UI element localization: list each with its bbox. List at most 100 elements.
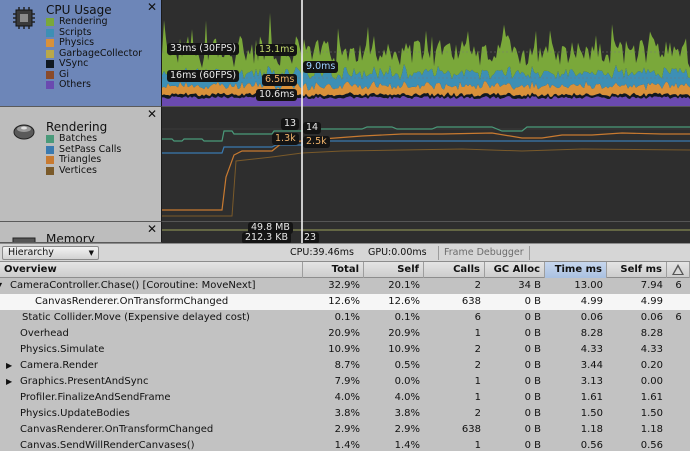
row-name: Physics.UpdateBodies: [20, 408, 130, 419]
expanded-arrow-icon[interactable]: ▼: [0, 278, 2, 294]
cpu-time-stat: CPU:39.46ms: [290, 247, 354, 258]
row-calls: 2: [474, 344, 481, 355]
column-header-self[interactable]: Self: [364, 262, 424, 278]
memory-module[interactable]: Memory ✕: [0, 222, 162, 243]
row-total: 7.9%: [334, 376, 360, 387]
row-self-ms: 8.28: [640, 328, 663, 339]
legend-item-batches[interactable]: Batches: [46, 133, 121, 145]
row-name-cell: ▶ Graphics.PresentAndSync: [0, 374, 303, 390]
legend-item-scripts[interactable]: Scripts: [46, 27, 142, 39]
row-name: Overhead: [20, 328, 69, 339]
frame-cursor[interactable]: [301, 0, 303, 243]
view-mode-dropdown[interactable]: Hierarchy ▼: [2, 246, 99, 260]
cpu-usage-graph[interactable]: 33ms (30FPS) 16ms (60FPS) 13.1ms 6.5ms 1…: [162, 0, 690, 107]
row-calls: 2: [474, 408, 481, 419]
table-row[interactable]: CanvasRenderer.OnTransformChanged 2.9% 2.9…: [0, 422, 690, 438]
triangles-line: [162, 132, 690, 211]
column-header-warnings[interactable]: [667, 262, 690, 278]
row-calls: 1: [474, 328, 481, 339]
row-self-ms: 1.61: [640, 392, 663, 403]
legend-item-setpass-calls[interactable]: SetPass Calls: [46, 144, 121, 156]
legend-item-vsync[interactable]: VSync: [46, 58, 142, 70]
table-row[interactable]: Overhead 20.9% 20.9% 1 0 B 8.28 8.28: [0, 326, 690, 342]
triangles-value-a: 1.3k: [272, 133, 299, 145]
close-icon[interactable]: ✕: [146, 107, 158, 121]
cpu-usage-module[interactable]: CPU Usage ✕ Rendering Scripts Physics Ga…: [0, 0, 162, 107]
frame-debugger-button[interactable]: Frame Debugger: [438, 246, 530, 260]
legend-swatch: [46, 145, 54, 154]
column-header-total[interactable]: Total: [303, 262, 364, 278]
table-row[interactable]: Canvas.SendWillRenderCanvases() 1.4% 1.4% 1…: [0, 438, 690, 451]
rendering-module[interactable]: Rendering ✕ Batches SetPass Calls Triang…: [0, 107, 162, 222]
row-warning-count: 6: [675, 312, 682, 323]
column-header-gc-alloc[interactable]: GC Alloc: [485, 262, 545, 278]
row-self: 2.9%: [394, 424, 420, 435]
column-header-calls[interactable]: Calls: [424, 262, 485, 278]
row-name-cell: ▼ CameraController.Chase() [Coroutine: Mo…: [0, 278, 303, 294]
table-row[interactable]: Profiler.FinalizeAndSendFrame 4.0% 4.0% 1 0 …: [0, 390, 690, 406]
rendering-graph[interactable]: 13 14 1.3k 2.5k: [162, 107, 690, 222]
row-total: 32.9%: [328, 280, 360, 291]
legend-swatch: [46, 156, 54, 165]
fps60-marker: 16ms (60FPS): [167, 70, 240, 82]
legend-item-vertices[interactable]: Vertices: [46, 165, 121, 177]
row-calls: 2: [474, 360, 481, 371]
table-row[interactable]: ▶ Camera.Render 8.7% 0.5% 2 0 B 3.44 0.20: [0, 358, 690, 374]
legend-item-physics[interactable]: Physics: [46, 37, 142, 49]
legend-item-triangles[interactable]: Triangles: [46, 154, 121, 166]
row-calls: 2: [474, 280, 481, 291]
chevron-down-icon: ▼: [88, 249, 94, 257]
rendering-value-tag: 13.1ms: [256, 44, 298, 56]
row-time-ms: 0.56: [580, 440, 603, 451]
collapsed-arrow-icon[interactable]: ▶: [6, 377, 13, 386]
row-name-cell: Canvas.SendWillRenderCanvases(): [0, 438, 303, 451]
row-time-ms: 3.44: [580, 360, 603, 371]
row-warning-count: [667, 390, 690, 406]
row-name: Profiler.FinalizeAndSendFrame: [20, 392, 171, 403]
table-row[interactable]: ▼ CameraController.Chase() [Coroutine: Mo…: [0, 278, 690, 294]
legend-item-others[interactable]: Others: [46, 79, 142, 91]
row-self: 0.1%: [394, 312, 420, 323]
row-warning-count: [667, 374, 690, 390]
row-self-ms: 4.99: [640, 296, 663, 307]
column-header-time-ms[interactable]: Time ms: [545, 262, 607, 278]
table-row[interactable]: Static Collider.Move (Expensive delayed …: [0, 310, 690, 326]
row-calls: 638: [461, 296, 481, 307]
row-name: Camera.Render: [20, 360, 99, 371]
memory-graph[interactable]: 49.8 MB 212.3 KB 23: [162, 222, 690, 243]
close-icon[interactable]: ✕: [146, 0, 158, 14]
row-time-ms: 3.13: [580, 376, 603, 387]
row-self: 20.9%: [388, 328, 420, 339]
row-name: Graphics.PresentAndSync: [20, 376, 149, 387]
row-time-ms: 1.50: [580, 408, 603, 419]
triangles-value-b: 2.5k: [303, 136, 330, 148]
row-gc-alloc: 0 B: [524, 408, 541, 419]
vertices-line: [162, 148, 690, 217]
table-row[interactable]: Physics.Simulate 10.9% 10.9% 2 0 B 4.33 4.33: [0, 342, 690, 358]
column-header-self-ms[interactable]: Self ms: [607, 262, 667, 278]
legend-item-garbage-collector[interactable]: GarbageCollector: [46, 48, 142, 60]
hierarchy-table: Overview Total Self Calls GC Alloc Time …: [0, 262, 690, 451]
row-self-ms: 7.94: [640, 280, 663, 291]
row-total: 20.9%: [328, 328, 360, 339]
table-row[interactable]: Physics.UpdateBodies 3.8% 3.8% 2 0 B 1.50 1.50: [0, 406, 690, 422]
close-icon[interactable]: ✕: [146, 222, 158, 236]
row-total: 3.8%: [334, 408, 360, 419]
gpu-time-stat: GPU:0.00ms: [368, 247, 427, 258]
legend-item-gi[interactable]: Gi: [46, 69, 142, 81]
row-name-cell: CanvasRenderer.OnTransformChanged: [0, 294, 303, 310]
table-row[interactable]: CanvasRenderer.OnTransformChanged 12.6% 12…: [0, 294, 690, 310]
row-self: 20.1%: [388, 280, 420, 291]
row-total: 10.9%: [328, 344, 360, 355]
legend-swatch: [46, 28, 54, 37]
table-row[interactable]: ▶ Graphics.PresentAndSync 7.9% 0.0% 1 0 B 3.13…: [0, 374, 690, 390]
row-calls: 1: [474, 376, 481, 387]
legend-swatch: [46, 60, 54, 69]
row-name: CameraController.Chase() [Coroutine: Mov…: [10, 280, 256, 291]
legend-item-rendering[interactable]: Rendering: [46, 16, 142, 28]
column-header-overview[interactable]: Overview: [0, 262, 303, 278]
cpu-legend: Rendering Scripts Physics GarbageCollect…: [46, 16, 142, 91]
view-mode-label: Hierarchy: [8, 247, 54, 258]
rendering-legend: Batches SetPass Calls Triangles Vertices: [46, 133, 121, 177]
collapsed-arrow-icon[interactable]: ▶: [6, 361, 13, 370]
